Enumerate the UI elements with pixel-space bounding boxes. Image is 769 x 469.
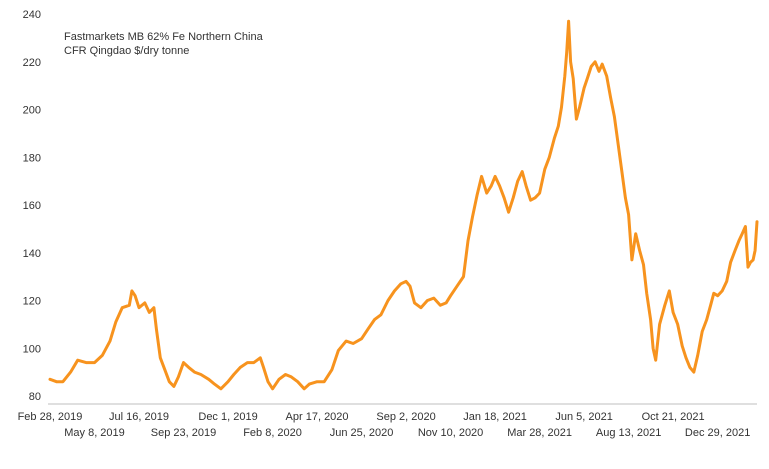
x-tick-label: Mar 28, 2021	[507, 427, 572, 439]
y-tick-label: 180	[23, 152, 41, 164]
x-tick-label: Feb 8, 2020	[243, 427, 302, 439]
legend-label-line-1: Fastmarkets MB 62% Fe Northern China	[64, 31, 263, 43]
y-tick-label: 140	[23, 248, 41, 260]
x-tick-label: Sep 23, 2019	[151, 427, 216, 439]
y-tick-label: 160	[23, 200, 41, 212]
y-tick-label: 80	[29, 391, 41, 403]
y-tick-label: 220	[23, 57, 41, 69]
legend: Fastmarkets MB 62% Fe Northern China CFR…	[64, 30, 263, 58]
series-line	[48, 19, 759, 391]
x-tick-label: Nov 10, 2020	[418, 427, 483, 439]
x-tick-label: Jan 18, 2021	[463, 411, 527, 423]
x-tick-label: Dec 1, 2019	[198, 411, 257, 423]
y-axis: 80 100 120 140 160 180 200 220 240	[23, 9, 41, 403]
y-tick-label: 120	[23, 296, 41, 308]
x-tick-label: Feb 28, 2019	[18, 411, 83, 423]
legend-label-line-2: CFR Qingdao $/dry tonne	[64, 45, 190, 57]
y-tick-label: 200	[23, 105, 41, 117]
y-tick-label: 240	[23, 9, 41, 21]
y-tick-label: 100	[23, 343, 41, 355]
x-tick-label: Dec 29, 2021	[685, 427, 750, 439]
x-tick-label: Aug 13, 2021	[596, 427, 661, 439]
x-tick-label: Oct 21, 2021	[642, 411, 705, 423]
x-axis: Feb 28, 2019 May 8, 2019 Jul 16, 2019 Sep 2…	[18, 403, 757, 439]
x-tick-label: Jun 25, 2020	[330, 427, 394, 439]
x-tick-label: Jul 16, 2019	[109, 411, 169, 423]
x-tick-label: May 8, 2019	[64, 427, 125, 439]
x-tick-label: Jun 5, 2021	[555, 411, 613, 423]
x-tick-label: Sep 2, 2020	[376, 411, 435, 423]
x-tick-label: Apr 17, 2020	[286, 411, 349, 423]
plot-area	[48, 19, 759, 391]
